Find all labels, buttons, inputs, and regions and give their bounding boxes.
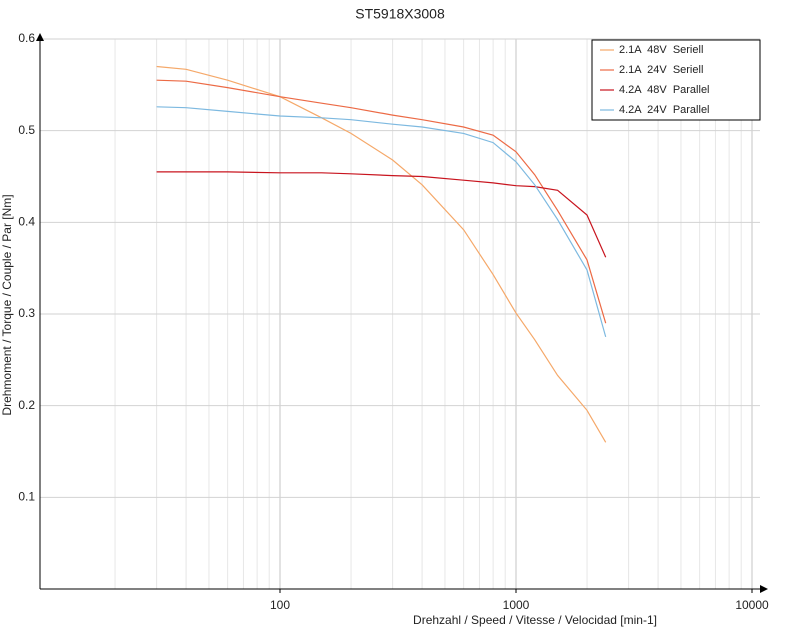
series-line: [156, 171, 607, 258]
x-tick-label: 1000: [503, 598, 530, 612]
legend-label: 4.2A 24V Parallel: [619, 104, 710, 116]
y-tick-label: 0.6: [18, 31, 35, 45]
y-axis-arrow: [36, 33, 44, 41]
y-tick-label: 0.4: [18, 215, 35, 229]
x-tick-label: 100: [270, 598, 290, 612]
y-tick-label: 0.5: [18, 123, 35, 137]
series-line: [156, 65, 607, 443]
y-axis-label: Drehmoment / Torque / Couple / Par [Nm]: [0, 194, 14, 415]
legend-label: 2.1A 48V Seriell: [619, 44, 703, 56]
y-tick-label: 0.2: [18, 398, 35, 412]
legend-label: 2.1A 24V Seriell: [619, 64, 703, 76]
legend-box: [591, 39, 761, 121]
legend-label: 4.2A 48V Parallel: [619, 84, 710, 96]
y-tick-label: 0.3: [18, 306, 35, 320]
x-axis-arrow: [760, 585, 768, 593]
series-line: [156, 79, 607, 324]
series-line: [156, 106, 607, 338]
x-tick-label: 10000: [735, 598, 769, 612]
x-axis-label: Drehzahl / Speed / Vitesse / Velocidad […: [413, 613, 657, 627]
y-tick-label: 0.1: [18, 490, 35, 504]
chart-title: ST5918X3008: [355, 6, 445, 22]
